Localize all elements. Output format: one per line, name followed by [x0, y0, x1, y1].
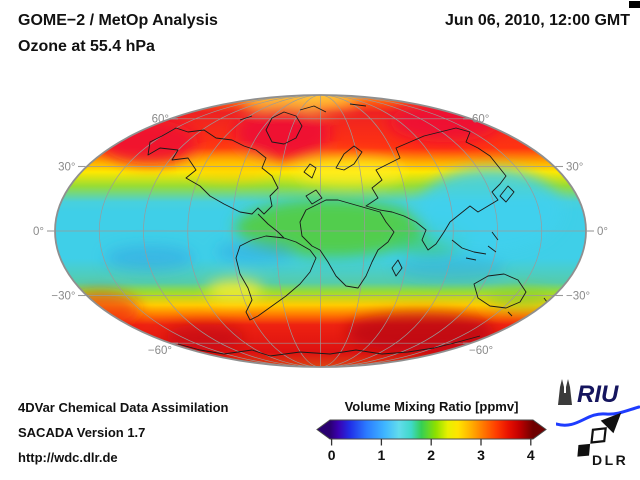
lat-label-left--30: −30°	[51, 291, 75, 303]
lat-label-right--60: −60°	[469, 345, 493, 357]
colorbar-tick-label-4: 4	[526, 447, 535, 463]
dlr-arrow-icon	[577, 412, 622, 457]
lat-label-left-30: 30°	[58, 162, 75, 174]
lat-label-right--30: −30°	[566, 291, 590, 303]
lat-label-left--60: −60°	[148, 345, 172, 357]
page-subtitle: Ozone at 55.4 hPa	[18, 38, 155, 55]
colorbar-tick-label-0: 0	[327, 447, 336, 463]
riu-logo: RIU	[556, 379, 640, 427]
lat-label-right-0: 0°	[597, 226, 608, 238]
map-outline	[54, 94, 587, 368]
lat-label-left-0: 0°	[33, 226, 44, 238]
corner-marker	[629, 1, 640, 8]
dlr-logo: DLR	[577, 412, 628, 468]
footer-assimilation: 4DVar Chemical Data Assimilation	[18, 400, 229, 415]
lat-label-right-30: 30°	[566, 162, 583, 174]
lat-label-left-60: 60°	[152, 114, 169, 126]
lat-label-right-60: 60°	[472, 114, 489, 126]
analysis-datetime: Jun 06, 2010, 12:00 GMT	[445, 12, 630, 29]
footer-version: SACADA Version 1.7	[18, 425, 146, 440]
riu-wave-icon	[556, 405, 640, 427]
colorbar-title: Volume Mixing Ratio [ppmv]	[344, 399, 519, 414]
colorbar-gradient-bar	[316, 419, 547, 440]
colorbar-tick-label-1: 1	[377, 447, 386, 463]
dlr-logo-text: DLR	[592, 452, 628, 468]
colorbar	[316, 419, 547, 446]
colorbar-ticks	[330, 439, 532, 446]
cologne-cathedral-icon	[558, 379, 572, 405]
footer-url: http://wdc.dlr.de	[18, 450, 118, 465]
latitude-ticks	[47, 118, 594, 344]
riu-logo-text: RIU	[577, 381, 619, 408]
coastlines	[147, 103, 551, 357]
colorbar-tick-label-2: 2	[427, 447, 436, 463]
colorbar-tick-label-3: 3	[477, 447, 485, 463]
page-title: GOME−2 / MetOp Analysis	[18, 12, 218, 29]
